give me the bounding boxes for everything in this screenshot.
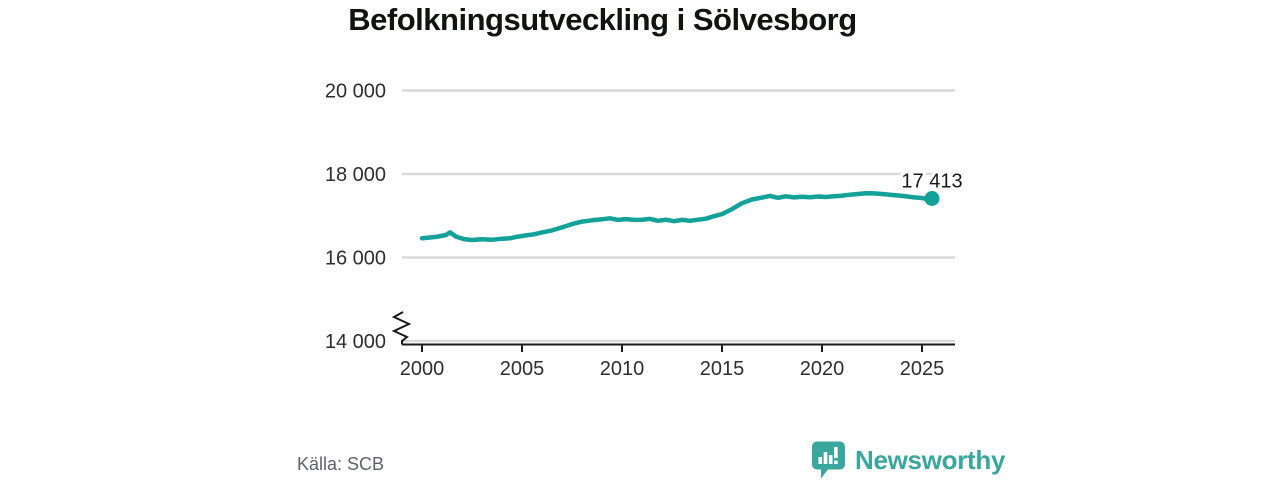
svg-text:17 413: 17 413 (901, 171, 962, 193)
latest-value-label: 17 413 (898, 168, 965, 196)
newsworthy-logo-text: Newsworthy (855, 444, 1006, 475)
x-axis (402, 343, 955, 352)
svg-text:2010: 2010 (600, 358, 645, 380)
newsworthy-logo: Newsworthy (812, 441, 1005, 479)
svg-text:20 000: 20 000 (325, 81, 386, 103)
svg-text:16 000: 16 000 (325, 248, 386, 270)
svg-text:2005: 2005 (500, 358, 545, 380)
svg-text:2025: 2025 (900, 358, 945, 380)
population-series-line (419, 190, 940, 243)
logo-bars (818, 447, 838, 464)
svg-text:2000: 2000 (400, 358, 445, 380)
svg-text:14 000: 14 000 (325, 331, 386, 353)
chart-title: Befolkningsutveckling i Sölvesborg (348, 2, 857, 37)
newsworthy-logo-icon (812, 441, 845, 479)
gridlines (402, 89, 955, 343)
svg-text:18 000: 18 000 (325, 164, 386, 186)
x-axis-labels: 2000 2005 2010 2015 2020 2025 (400, 358, 945, 380)
svg-text:2015: 2015 (700, 358, 745, 380)
source-note: Källa: SCB (297, 454, 385, 474)
y-axis-labels: 14 000 16 000 18 000 20 000 (325, 81, 386, 354)
svg-text:2020: 2020 (800, 358, 845, 380)
axis-break-zigzag-icon (391, 311, 412, 345)
